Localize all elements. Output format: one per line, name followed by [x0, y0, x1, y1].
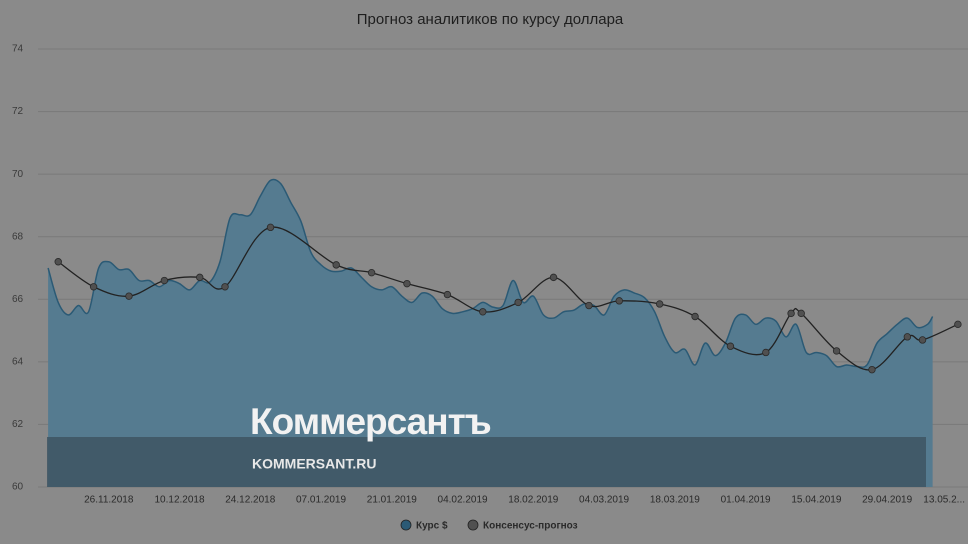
marker — [903, 333, 912, 341]
x-tick-label: 15.04.2019 — [791, 495, 841, 506]
line — [57, 226, 959, 371]
x-tick-label: 13.05.2... — [923, 495, 965, 506]
legend-label: Консенсус-прогноз — [483, 521, 578, 532]
legend-label: Курс $ — [416, 521, 448, 532]
area-line — [47, 178, 934, 368]
marker — [54, 258, 62, 266]
x-tick-label: 21.01.2019 — [367, 495, 417, 506]
legend-marker — [467, 519, 479, 531]
x-tick-label: 10.12.2018 — [154, 495, 204, 506]
x-tick-label: 18.02.2019 — [508, 495, 558, 506]
marker — [691, 312, 699, 321]
marker — [160, 276, 169, 285]
x-tick-label: 07.01.2019 — [296, 495, 346, 506]
y-tick-label: 60 — [12, 482, 24, 493]
x-tick-label: 01.04.2019 — [721, 495, 771, 506]
y-tick-label: 68 — [12, 231, 24, 242]
marker — [125, 292, 133, 300]
marker — [196, 273, 204, 282]
marker — [549, 273, 558, 282]
watermark-site: KOMMERSANT.RU — [252, 456, 376, 472]
y-tick-label: 62 — [12, 419, 24, 430]
x-tick-label: 18.03.2019 — [650, 495, 700, 506]
x-tick-label: 04.03.2019 — [579, 495, 629, 506]
marker — [479, 308, 487, 316]
marker — [797, 309, 805, 318]
legend: Курс $ Консенсус-прогноз — [400, 519, 578, 532]
legend-marker — [400, 519, 412, 531]
area-fill — [48, 179, 933, 487]
watermark-band — [47, 437, 926, 487]
marker — [585, 301, 593, 310]
marker — [367, 268, 376, 277]
marker — [954, 320, 962, 329]
marker — [918, 336, 927, 344]
y-tick-label: 74 — [12, 44, 24, 55]
marker — [868, 365, 876, 374]
chart-title: Прогноз аналитиков по курсу доллара — [357, 11, 624, 28]
marker — [514, 298, 522, 307]
marker — [443, 290, 452, 299]
x-tick-label: 04.02.2019 — [438, 495, 488, 506]
x-tick-label: 26.11.2018 — [84, 495, 134, 506]
plot — [47, 178, 962, 487]
marker — [89, 283, 98, 291]
x-tick-label: 29.04.2019 — [862, 495, 912, 506]
watermark-brand: Коммерсантъ — [250, 401, 491, 442]
marker — [726, 342, 735, 350]
y-tick-label: 72 — [12, 106, 24, 117]
marker — [221, 283, 229, 291]
marker — [762, 348, 770, 357]
x-tick-label: 24.12.2018 — [225, 495, 275, 506]
marker — [787, 309, 795, 318]
y-tick-label: 64 — [12, 356, 24, 367]
marker — [615, 297, 623, 305]
marker — [832, 347, 841, 355]
marker — [266, 223, 275, 232]
y-tick-label: 66 — [12, 294, 24, 305]
marker — [655, 300, 664, 308]
marker — [403, 279, 411, 288]
marker — [332, 261, 340, 269]
y-tick-label: 70 — [12, 169, 24, 180]
